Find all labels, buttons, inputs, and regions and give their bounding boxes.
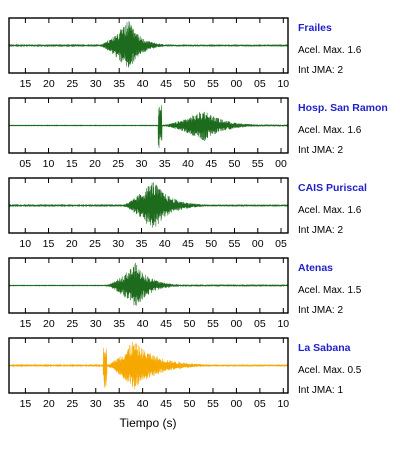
x-tick-label: 10 [277, 318, 289, 330]
x-tick-label: 55 [207, 398, 219, 410]
panels-group: 15 20 25 30 35 40 45 50 55 00 05 10 Frailes Acel. Max… [8, 17, 388, 410]
x-tick-label: 55 [229, 238, 241, 250]
x-tick-label: 45 [160, 398, 172, 410]
x-tick-label: 45 [205, 158, 217, 170]
x-tick-label: 25 [112, 158, 124, 170]
max-acceleration-label: Acel. Max. 0.5 [298, 365, 362, 376]
jma-intensity-label: Int JMA: 2 [298, 225, 343, 236]
x-tick-label: 05 [254, 398, 266, 410]
x-tick-label: 40 [137, 78, 149, 90]
waveform-trace-2 [8, 182, 289, 228]
x-tick-label: 10 [19, 238, 31, 250]
jma-intensity-label: Int JMA: 2 [298, 145, 343, 156]
x-tick-label: 35 [113, 398, 125, 410]
panel-2: 10 15 20 25 30 35 40 45 50 55 00 05 CAIS Puriscal Ace… [8, 177, 367, 250]
x-tick-label: 25 [89, 238, 101, 250]
x-tick-label: 10 [277, 78, 289, 90]
x-tick-label: 55 [207, 318, 219, 330]
station-name: Hosp. San Ramon [298, 102, 388, 114]
x-tick-label: 50 [205, 238, 217, 250]
x-tick-label: 00 [231, 78, 243, 90]
x-tick-label: 50 [229, 158, 241, 170]
panel-3: 15 20 25 30 35 40 45 50 55 00 05 10 Atenas Acel. Max.… [8, 257, 362, 330]
x-tick-label: 35 [159, 158, 171, 170]
x-tick-label: 00 [275, 158, 287, 170]
x-tick-label: 00 [231, 318, 243, 330]
x-tick-label: 30 [90, 318, 102, 330]
station-name: Frailes [298, 22, 332, 34]
x-tick-label: 30 [136, 158, 148, 170]
panel-frame-0 [8, 17, 289, 74]
jma-intensity-label: Int JMA: 1 [298, 385, 343, 396]
x-tick-label: 35 [113, 318, 125, 330]
x-tick-label: 35 [136, 238, 148, 250]
panel-frame-3 [8, 257, 289, 314]
x-tick-label: 30 [90, 78, 102, 90]
station-name: La Sabana [298, 342, 351, 354]
waveform-trace-3 [8, 262, 289, 306]
x-tick-label: 20 [43, 398, 55, 410]
x-tick-label: 05 [254, 318, 266, 330]
x-tick-label: 30 [90, 398, 102, 410]
x-tick-label: 55 [252, 158, 264, 170]
x-tick-label: 35 [113, 78, 125, 90]
panel-0: 15 20 25 30 35 40 45 50 55 00 05 10 Frailes Acel. Max… [8, 17, 362, 90]
max-acceleration-label: Acel. Max. 1.6 [298, 45, 362, 56]
x-tick-label: 20 [43, 78, 55, 90]
max-acceleration-label: Acel. Max. 1.6 [298, 125, 362, 136]
x-tick-label: 15 [43, 238, 55, 250]
x-tick-label: 05 [19, 158, 31, 170]
x-axis-label: Tiempo (s) [120, 416, 177, 430]
x-tick-label: 50 [184, 78, 196, 90]
station-name: CAIS Puriscal [298, 182, 367, 194]
x-tick-label: 55 [207, 78, 219, 90]
x-tick-label: 20 [66, 238, 78, 250]
x-tick-label: 00 [252, 238, 264, 250]
x-tick-label: 05 [275, 238, 287, 250]
x-tick-label: 25 [66, 398, 78, 410]
x-tick-label: 45 [160, 318, 172, 330]
waveform-trace-4 [8, 341, 289, 390]
x-tick-label: 45 [182, 238, 194, 250]
x-tick-label: 15 [20, 318, 32, 330]
x-tick-label: 15 [20, 78, 32, 90]
x-tick-label: 25 [66, 318, 78, 330]
panel-1: 05 10 15 20 25 30 35 40 45 50 55 00 Hosp. San Ramon A… [8, 97, 388, 170]
x-tick-label: 45 [160, 78, 172, 90]
panel-frame-4 [8, 337, 289, 394]
x-tick-label: 40 [137, 398, 149, 410]
x-tick-label: 50 [184, 398, 196, 410]
jma-intensity-label: Int JMA: 2 [298, 305, 343, 316]
x-tick-label: 30 [112, 238, 124, 250]
x-tick-label: 15 [66, 158, 78, 170]
max-acceleration-label: Acel. Max. 1.6 [298, 205, 362, 216]
waveform-trace-0 [8, 21, 289, 68]
x-tick-label: 40 [182, 158, 194, 170]
x-tick-label: 20 [89, 158, 101, 170]
x-tick-label: 25 [66, 78, 78, 90]
panel-frame-2 [8, 177, 289, 234]
x-tick-label: 15 [20, 398, 32, 410]
waveform-trace-1 [8, 105, 289, 148]
panel-4: 15 20 25 30 35 40 45 50 55 00 05 10 La Sabana Acel. M… [8, 337, 362, 410]
x-tick-label: 20 [43, 318, 55, 330]
jma-intensity-label: Int JMA: 2 [298, 65, 343, 76]
panel-frame-1 [8, 97, 289, 154]
x-tick-label: 50 [184, 318, 196, 330]
max-acceleration-label: Acel. Max. 1.5 [298, 285, 362, 296]
x-tick-label: 40 [137, 318, 149, 330]
station-name: Atenas [298, 262, 333, 274]
x-tick-label: 05 [254, 78, 266, 90]
x-tick-label: 10 [277, 398, 289, 410]
x-tick-label: 00 [231, 398, 243, 410]
x-tick-label: 10 [43, 158, 55, 170]
x-tick-label: 40 [159, 238, 171, 250]
